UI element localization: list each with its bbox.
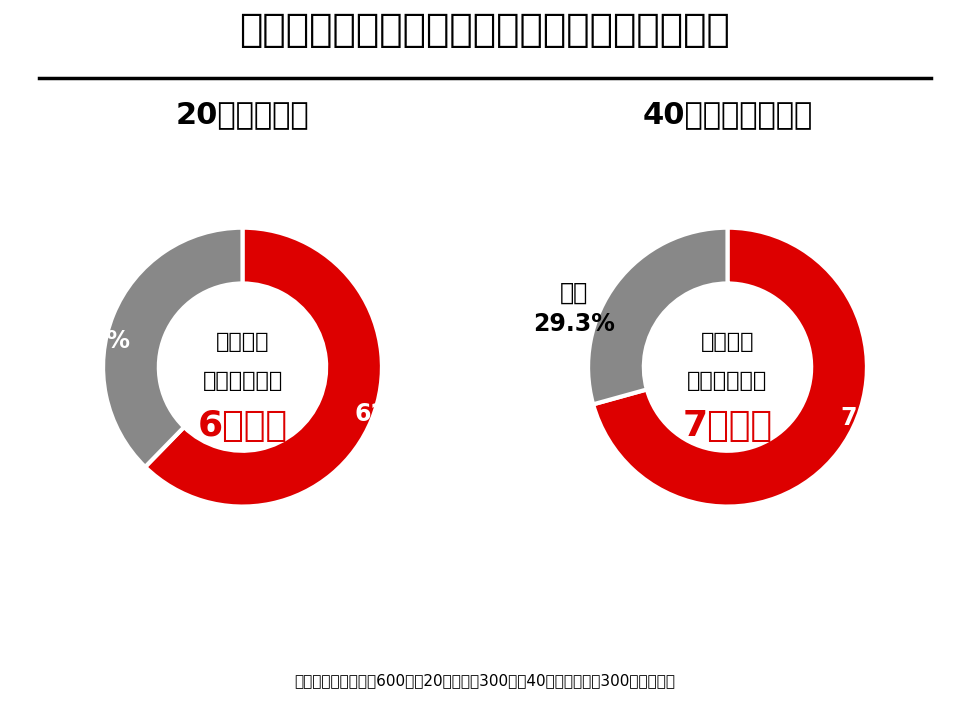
Text: 会話すれ違い: 会話すれ違い bbox=[687, 371, 766, 391]
Text: 会話すれ違い: 会話すれ違い bbox=[203, 371, 282, 391]
Text: 20代後輩社員: 20代後輩社員 bbox=[175, 100, 309, 128]
Text: 6割以上: 6割以上 bbox=[198, 409, 287, 443]
Wedge shape bbox=[587, 227, 727, 405]
Text: 先輩との: 先輩との bbox=[215, 332, 269, 352]
Text: ある
62.3%: ある 62.3% bbox=[355, 370, 436, 426]
Text: ない
29.3%: ない 29.3% bbox=[533, 281, 614, 336]
Wedge shape bbox=[145, 227, 382, 507]
Text: ない
37.7%: ない 37.7% bbox=[48, 297, 130, 353]
Wedge shape bbox=[103, 227, 242, 467]
Text: 7割以上: 7割以上 bbox=[682, 409, 771, 443]
Text: 出典：全国の社会人600名（20代会社員300名、40代以上会社員300名を対象）: 出典：全国の社会人600名（20代会社員300名、40代以上会社員300名を対象… bbox=[295, 674, 674, 688]
Text: 後輩・先輩社員との会話のすれ違い感じた経験: 後輩・先輩社員との会話のすれ違い感じた経験 bbox=[239, 11, 730, 49]
Wedge shape bbox=[592, 227, 866, 507]
Text: ある
70.7%: ある 70.7% bbox=[839, 374, 921, 430]
Text: 40代以上先輩社員: 40代以上先輩社員 bbox=[641, 100, 812, 128]
Text: 後輩との: 後輩との bbox=[700, 332, 754, 352]
